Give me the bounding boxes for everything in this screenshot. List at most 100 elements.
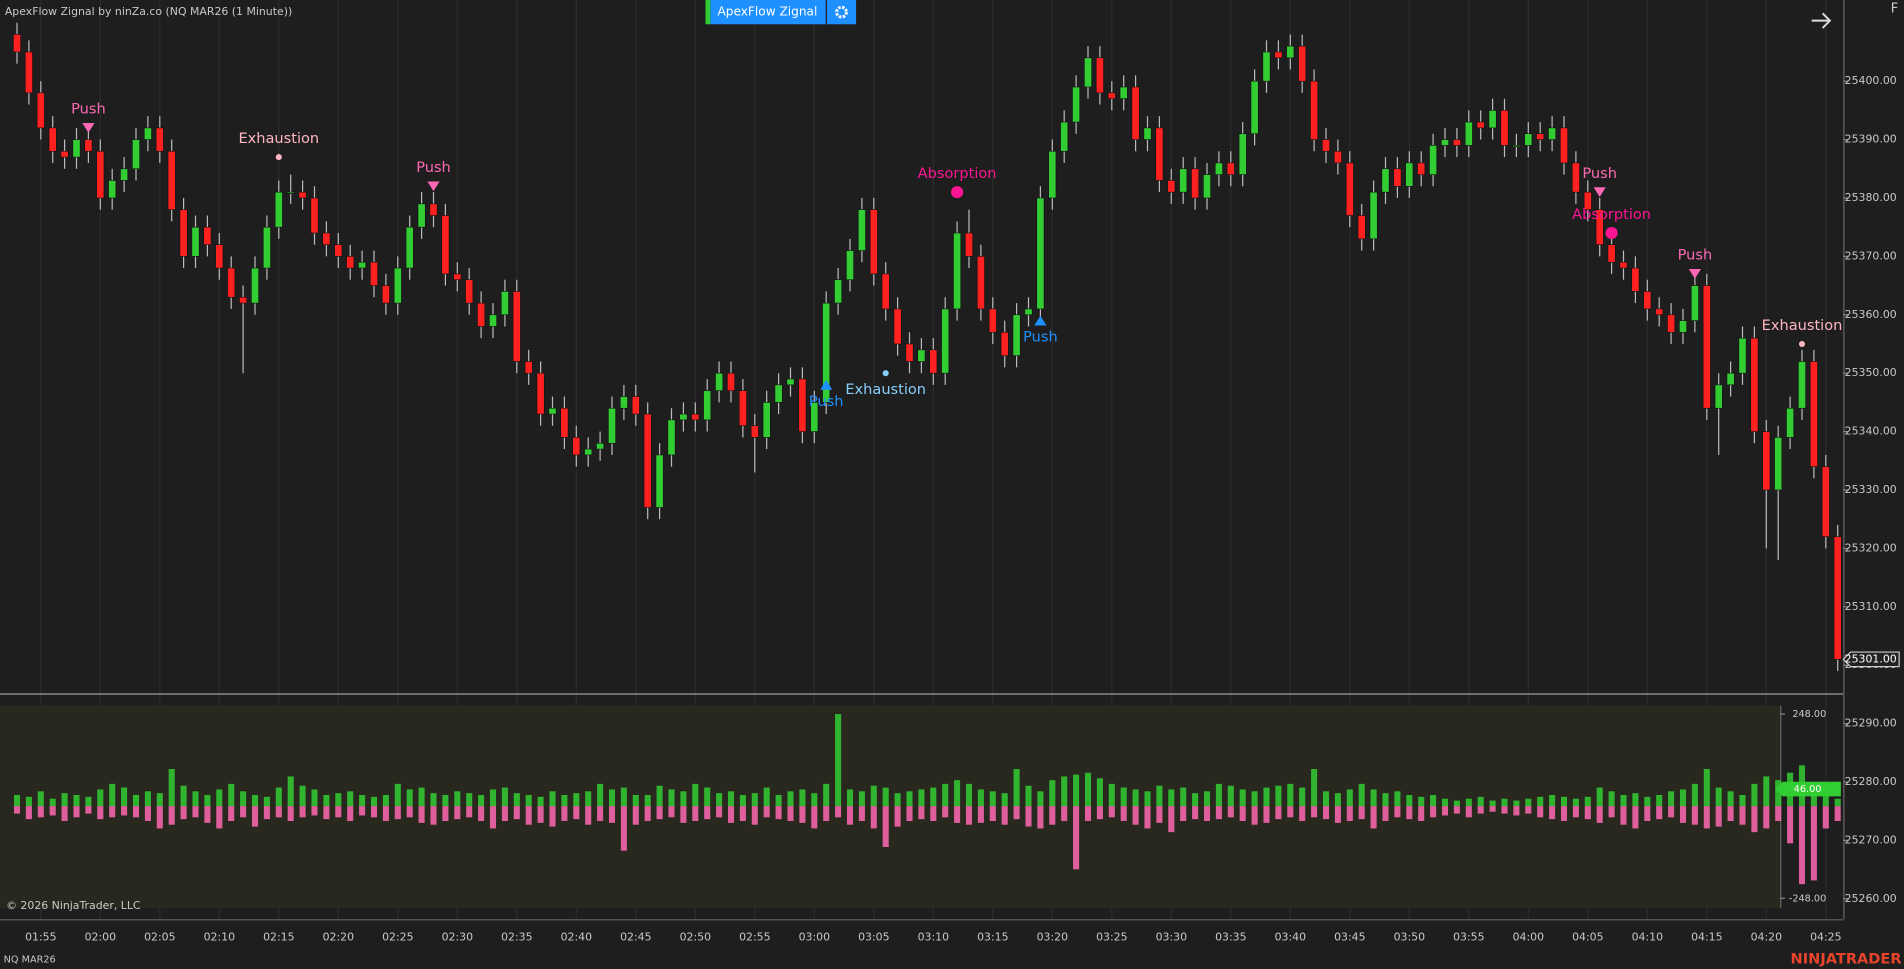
volume-bar [1263,787,1270,807]
volume-bar [1656,806,1663,820]
volume-bar [1703,769,1710,807]
signal-marker [951,186,964,199]
volume-bar [382,806,389,822]
volume-bar [1656,795,1663,807]
volume-bar [49,798,56,807]
volume-bar [1703,806,1710,829]
settings-button[interactable] [826,0,857,25]
volume-bar [299,806,306,818]
candle-body [453,273,462,281]
volume-bar [478,806,485,822]
volume-bar [454,806,461,820]
candle-body [1488,110,1497,129]
candle-body [1036,197,1045,310]
x-tick-label: 02:25 [382,930,413,943]
candle-body [750,425,759,438]
volume-bar [132,806,140,818]
volume-bar [537,796,544,807]
candle-body [679,413,688,421]
signal-label: Push [1582,165,1617,182]
arrow-icon[interactable] [1811,12,1832,29]
volume-bar [370,796,378,807]
candle-body [893,308,902,345]
volume-bar [644,806,651,822]
candle-body [857,209,866,251]
signal-label: Absorption [1572,206,1651,223]
volume-bar [1263,806,1270,823]
signal-label: Exhaustion [845,381,926,398]
volume-bar [585,791,592,807]
volume-bar [1144,806,1151,829]
volume-bar [930,787,937,807]
volume-bar [1620,795,1627,807]
y-tick-label: 25350.00 [1845,366,1897,379]
candle-body [1107,92,1116,99]
signal-marker [1034,315,1047,326]
candle-body [1750,337,1759,432]
volume-bar [1453,800,1460,807]
volume-bar [382,795,389,807]
signal-marker [427,181,440,192]
candle-body [441,215,450,275]
y-tick-label: 25320.00 [1845,541,1897,554]
volume-bar [61,793,68,807]
volume-bar [965,783,973,807]
volume-bar [1073,774,1080,807]
candle-body [631,396,640,415]
indicator-button[interactable] [710,0,826,25]
volume-bar [240,791,247,807]
volume-bar [894,806,901,827]
x-tick-label: 02:30 [442,930,473,943]
volume-bar [97,789,104,807]
volume-bar [692,806,699,822]
volume-bar [1560,806,1568,822]
volume-bar [1477,796,1484,807]
volume-bar [204,795,211,807]
volume-bar [1620,806,1627,825]
volume-bar [168,769,175,807]
x-tick-label: 03:10 [918,930,949,943]
volume-bar [525,795,532,807]
candle-body [810,402,819,432]
candle-body [881,273,890,310]
volume-bar [620,806,627,851]
volume-bar [1287,806,1294,818]
candle-body [393,267,402,304]
signal-marker [1688,269,1701,279]
volume-bar [335,806,342,818]
candle-body [215,244,224,269]
candle-body [1084,57,1092,88]
candle-body [251,267,259,304]
volume-bar [1810,806,1817,881]
candle-body [953,232,962,310]
candle-body [988,308,997,333]
candle-body [358,261,367,269]
volume-bar [501,806,508,822]
x-tick-label: 02:45 [620,930,651,943]
x-tick-label: 03:40 [1275,930,1306,943]
volume-bar [608,789,616,807]
volume-bar [1049,806,1056,825]
candle-body [108,180,117,199]
volume-bar [1418,796,1425,807]
volume-bar [1775,806,1782,822]
volume-bar [1311,769,1318,807]
candle-body [1560,127,1568,164]
volume-bar [977,789,984,807]
volume-bar [144,806,151,822]
volume-bar [1679,789,1687,807]
candle-body [1821,466,1830,537]
volume-bar [97,806,104,820]
volume-bar [335,793,342,807]
volume-bar [549,791,556,807]
candle-body [524,361,533,374]
volume-bar [846,789,854,807]
candle-body [822,302,831,403]
candle-body [1798,361,1806,409]
volume-bar [656,806,663,820]
volume-bar [942,806,949,818]
candle-body [489,314,497,327]
volume-bar [1739,806,1746,825]
candle-body [346,256,355,269]
candle-body [941,308,950,374]
